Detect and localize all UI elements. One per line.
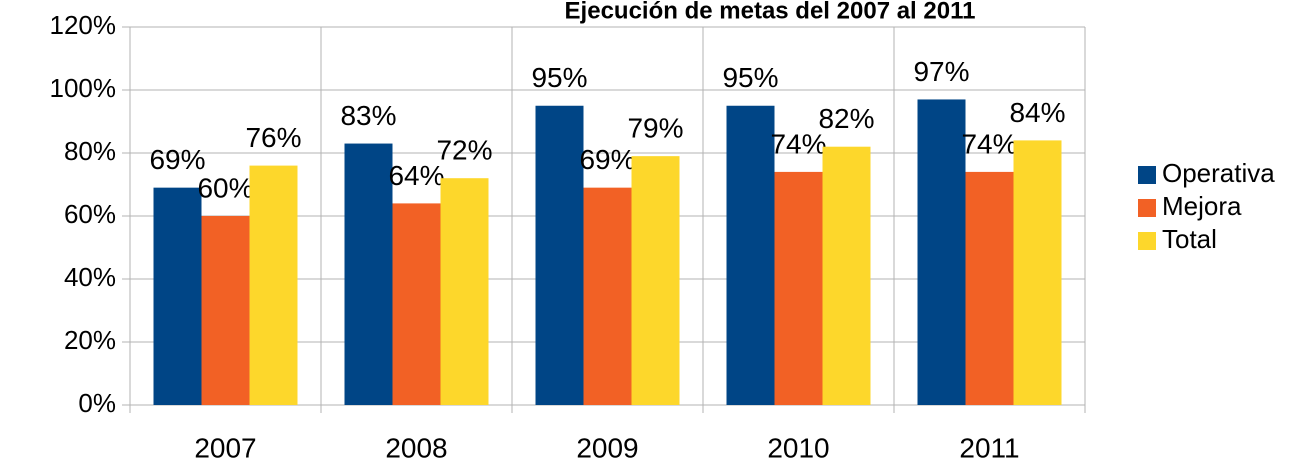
bar xyxy=(201,216,250,405)
bar xyxy=(249,165,298,405)
data-label: 69% xyxy=(579,144,635,175)
bar xyxy=(631,156,680,405)
data-label: 69% xyxy=(149,144,205,175)
data-label: 83% xyxy=(340,100,396,131)
legend-swatch xyxy=(1138,199,1156,217)
bar xyxy=(726,105,775,405)
y-tick-label: 40% xyxy=(64,262,116,292)
legend-swatch xyxy=(1138,232,1156,250)
bar xyxy=(965,171,1014,405)
y-tick-label: 100% xyxy=(50,73,117,103)
legend-label: Total xyxy=(1162,224,1217,254)
data-label: 95% xyxy=(531,62,587,93)
data-label: 79% xyxy=(627,113,683,144)
bar xyxy=(392,203,441,405)
data-label: 74% xyxy=(961,128,1017,159)
legend-label: Operativa xyxy=(1162,158,1275,188)
x-tick-label: 2009 xyxy=(576,432,638,463)
bar xyxy=(153,187,202,405)
data-label: 97% xyxy=(913,56,969,87)
x-tick-label: 2010 xyxy=(767,432,829,463)
data-label: 84% xyxy=(1009,97,1065,128)
bar xyxy=(917,99,966,405)
bar xyxy=(440,178,489,405)
legend-swatch xyxy=(1138,166,1156,184)
bar xyxy=(1013,140,1062,405)
bar xyxy=(583,187,632,405)
bar xyxy=(344,143,393,406)
bar xyxy=(822,146,871,405)
data-label: 64% xyxy=(388,160,444,191)
legend-label: Mejora xyxy=(1162,191,1242,221)
x-tick-label: 2008 xyxy=(385,432,447,463)
data-label: 95% xyxy=(722,62,778,93)
data-label: 76% xyxy=(245,122,301,153)
bar xyxy=(535,105,584,405)
data-label: 74% xyxy=(770,128,826,159)
x-tick-label: 2007 xyxy=(194,432,256,463)
chart-title: Ejecución de metas del 2007 al 2011 xyxy=(565,0,976,24)
x-tick-label: 2011 xyxy=(959,432,1019,463)
y-tick-label: 120% xyxy=(50,10,117,40)
data-label: 72% xyxy=(436,135,492,166)
data-label: 60% xyxy=(197,172,253,203)
bar xyxy=(774,171,823,405)
y-tick-label: 60% xyxy=(64,199,116,229)
data-label: 82% xyxy=(818,103,874,134)
y-tick-label: 0% xyxy=(78,388,116,418)
y-tick-label: 80% xyxy=(64,136,116,166)
y-tick-label: 20% xyxy=(64,325,116,355)
